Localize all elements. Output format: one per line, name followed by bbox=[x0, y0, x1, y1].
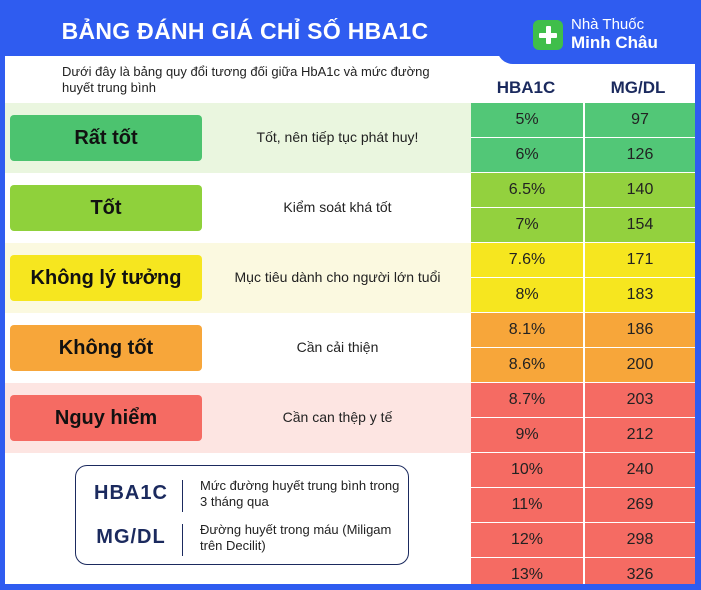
legend-value: Đường huyết trong máu (Miligam trên Deci… bbox=[200, 522, 392, 553]
legend-row-mgdl: MG/DL Đường huyết trong máu (Miligam trê… bbox=[76, 520, 410, 560]
table-cell-mgdl: 140 bbox=[584, 173, 695, 208]
table-cell-mgdl: 200 bbox=[584, 348, 695, 383]
table-cell-mgdl: 298 bbox=[584, 523, 695, 558]
table-cell-hba1c: 7% bbox=[471, 208, 583, 243]
legend-value: Mức đường huyết trung bình trong 3 tháng… bbox=[200, 478, 400, 509]
page-title: BẢNG ĐÁNH GIÁ CHỈ SỐ HBA1C bbox=[61, 17, 429, 44]
column-header-hba1c: HBA1C bbox=[496, 78, 556, 97]
level-label: Không tốt bbox=[10, 325, 202, 371]
brand-logo: Nhà Thuốc Minh Châu bbox=[497, 6, 695, 64]
table-cell-mgdl: 126 bbox=[584, 138, 695, 173]
legend-key: MG/DL bbox=[96, 526, 166, 548]
level-band: Không tốt Cần cải thiện bbox=[5, 313, 471, 383]
level-band: Rất tốt Tốt, nên tiếp tục phát huy! bbox=[5, 103, 471, 173]
level-description: Tốt, nên tiếp tục phát huy! bbox=[256, 129, 419, 145]
table-cell-mgdl: 203 bbox=[584, 383, 695, 418]
table-cell-hba1c: 11% bbox=[471, 488, 583, 523]
table-cell-mgdl: 171 bbox=[584, 243, 695, 278]
legend-key: HBA1C bbox=[94, 482, 168, 504]
level-label: Không lý tưởng bbox=[10, 255, 202, 301]
table-cell-mgdl: 240 bbox=[584, 453, 695, 488]
level-description: Mục tiêu dành cho người lớn tuổi bbox=[234, 269, 441, 285]
table-cell-hba1c: 8% bbox=[471, 278, 583, 313]
legend-row-hba1c: HBA1C Mức đường huyết trung bình trong 3… bbox=[76, 476, 410, 516]
brand-name-line2: Minh Châu bbox=[571, 32, 658, 52]
brand-name-line1: Nhà Thuốc bbox=[571, 16, 645, 34]
pharmacy-cross-icon bbox=[533, 20, 563, 50]
table-cell-mgdl: 183 bbox=[584, 278, 695, 313]
level-description: Cần cải thiện bbox=[296, 339, 379, 355]
level-description: Kiểm soát khá tốt bbox=[283, 199, 392, 215]
table-cell-mgdl: 186 bbox=[584, 313, 695, 348]
table-cell-mgdl: 326 bbox=[584, 558, 695, 584]
table-cell-mgdl: 269 bbox=[584, 488, 695, 523]
level-band: Nguy hiểm Cần can thệp y tế bbox=[5, 383, 471, 453]
table-cell-hba1c: 10% bbox=[471, 453, 583, 488]
table-cell-hba1c: 9% bbox=[471, 418, 583, 453]
level-band: Tốt Kiểm soát khá tốt bbox=[5, 173, 471, 243]
level-label: Nguy hiểm bbox=[10, 395, 202, 441]
table-cell-hba1c: 7.6% bbox=[471, 243, 583, 278]
intro-text: Dưới đây là bảng quy đổi tương đối giữa … bbox=[62, 64, 430, 95]
table-cell-hba1c: 8.6% bbox=[471, 348, 583, 383]
table-cell-hba1c: 12% bbox=[471, 523, 583, 558]
level-band: Không lý tưởng Mục tiêu dành cho người lớ… bbox=[5, 243, 471, 313]
legend-box: HBA1C Mức đường huyết trung bình trong 3… bbox=[75, 465, 409, 565]
table-cell-hba1c: 6.5% bbox=[471, 173, 583, 208]
table-cell-hba1c: 8.7% bbox=[471, 383, 583, 418]
level-label: Rất tốt bbox=[10, 115, 202, 161]
table-cell-hba1c: 5% bbox=[471, 103, 583, 138]
table-cell-hba1c: 8.1% bbox=[471, 313, 583, 348]
column-header-mgdl: MG/DL bbox=[610, 78, 666, 97]
hba1c-table-card: BẢNG ĐÁNH GIÁ CHỈ SỐ HBA1C Nhà Thuốc Min… bbox=[5, 6, 695, 584]
level-description: Cần can thệp y tế bbox=[282, 409, 393, 425]
table-cell-mgdl: 212 bbox=[584, 418, 695, 453]
table-cell-hba1c: 6% bbox=[471, 138, 583, 173]
table-cell-mgdl: 154 bbox=[584, 208, 695, 243]
level-label: Tốt bbox=[10, 185, 202, 231]
table-cell-hba1c: 13% bbox=[471, 558, 583, 584]
table-cell-mgdl: 97 bbox=[584, 103, 695, 138]
legend-divider bbox=[182, 524, 183, 556]
legend-divider bbox=[182, 480, 183, 512]
